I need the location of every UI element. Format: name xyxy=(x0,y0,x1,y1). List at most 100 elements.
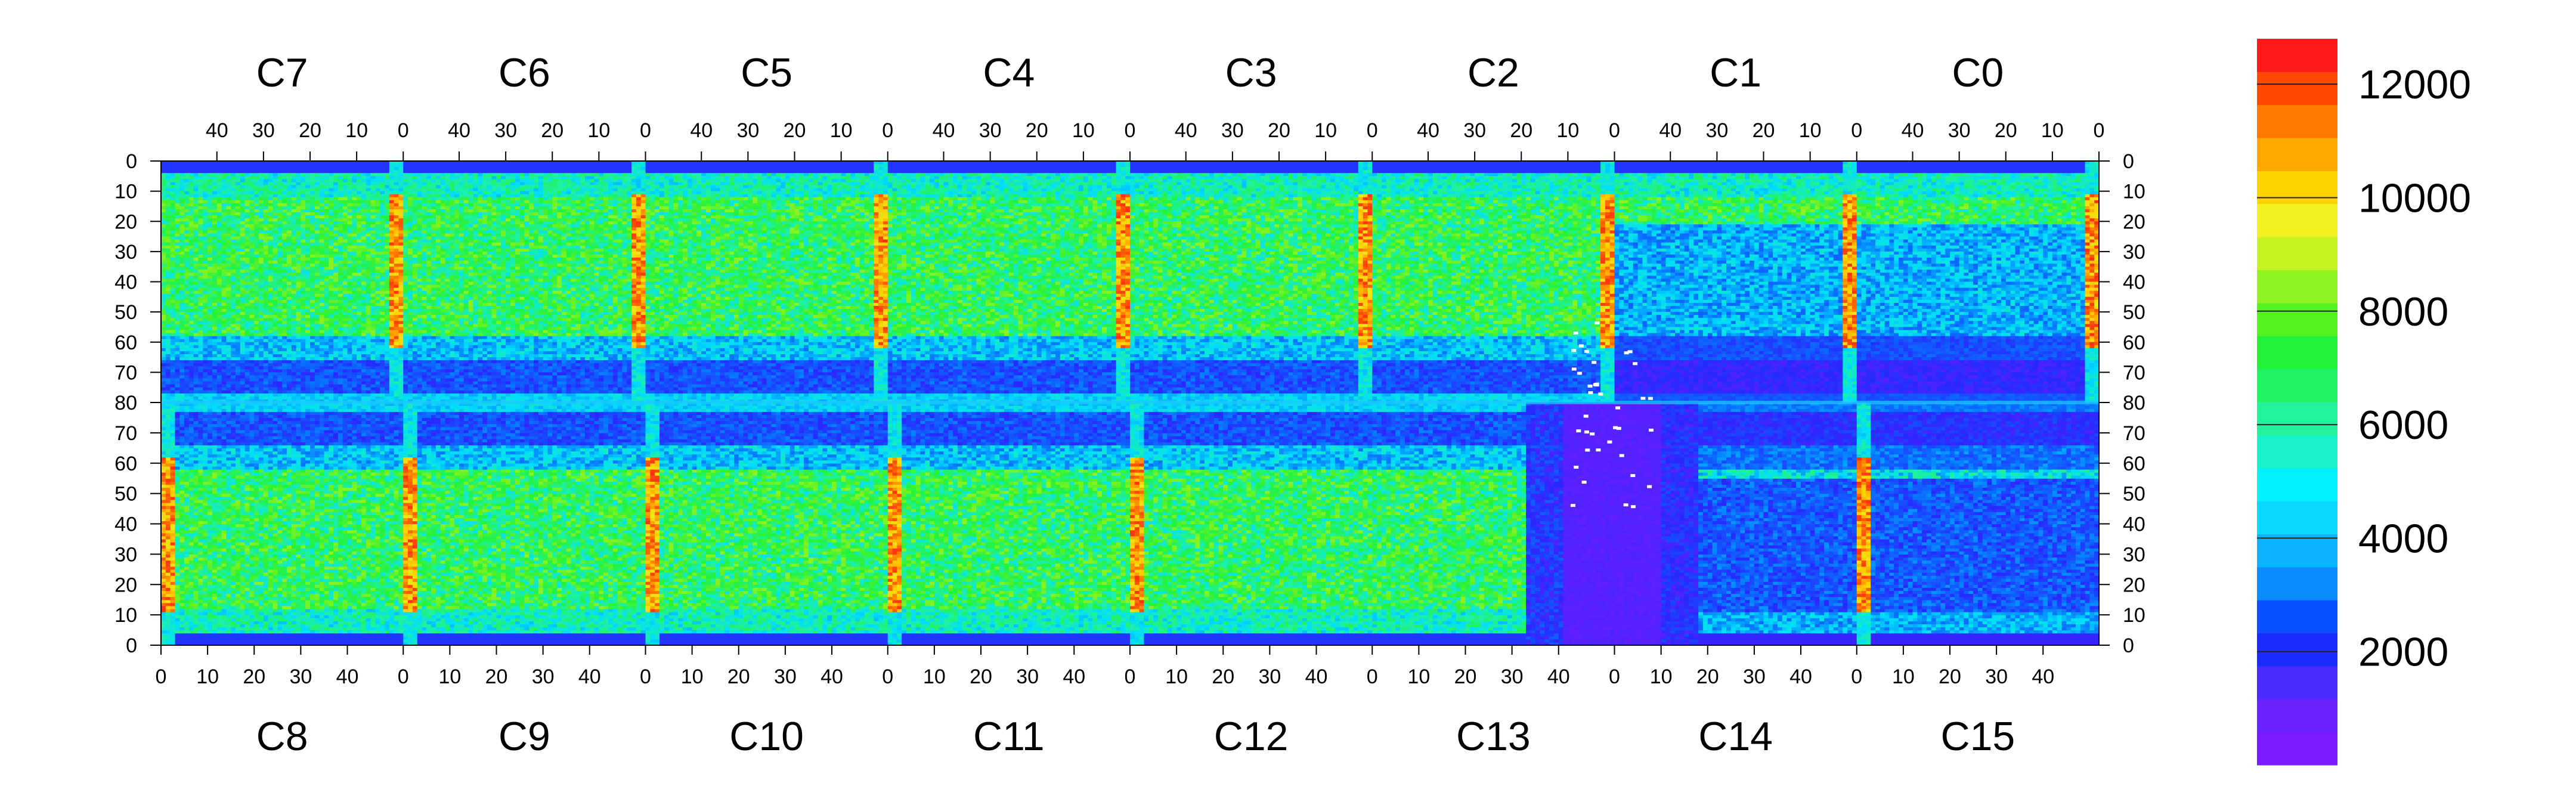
heatmap-cell xyxy=(595,170,599,174)
heatmap-cell xyxy=(720,170,725,174)
heatmap-cell xyxy=(1032,164,1037,168)
heatmap-cell xyxy=(1391,164,1396,168)
heatmap-cell xyxy=(329,164,333,168)
heatmap-cell xyxy=(520,164,525,168)
heatmap-cell xyxy=(408,170,413,174)
heatmap-cell xyxy=(1451,164,1456,168)
heatmap-cell xyxy=(2089,170,2094,174)
heatmap-cell xyxy=(711,170,716,174)
heatmap-cell xyxy=(1461,167,1466,171)
heatmap-cell xyxy=(2034,164,2039,168)
heatmap-cell xyxy=(217,173,222,177)
heatmap-cell xyxy=(1773,170,1778,174)
heatmap-cell xyxy=(650,170,655,174)
heatmap-cell xyxy=(613,170,618,174)
heatmap-cell xyxy=(385,173,389,177)
heatmap-cell xyxy=(217,164,222,168)
heatmap-cell xyxy=(1498,170,1503,174)
heatmap-cell xyxy=(1633,170,1638,174)
heatmap-cell xyxy=(487,173,492,177)
heatmap-cell xyxy=(1572,167,1577,171)
heatmap-cell xyxy=(1927,170,1931,174)
heatmap-cell xyxy=(1172,170,1176,174)
heatmap-cell xyxy=(673,164,678,168)
heatmap-cell xyxy=(860,167,865,171)
heatmap-cell xyxy=(1796,170,1801,174)
heatmap-cell xyxy=(1489,170,1494,174)
heatmap-cell xyxy=(1572,170,1577,174)
heatmap-cell xyxy=(2038,170,2043,174)
heatmap-cell xyxy=(1321,170,1326,174)
heatmap-cell xyxy=(618,167,623,171)
heatmap-cell xyxy=(436,167,441,171)
heatmap-cell xyxy=(394,167,399,171)
heatmap-cell xyxy=(1973,164,1978,168)
heatmap-cell xyxy=(357,170,361,174)
heatmap-cell xyxy=(2089,167,2094,171)
heatmap-cell xyxy=(245,167,250,171)
heatmap-cell xyxy=(627,170,631,174)
heatmap-cell xyxy=(595,167,599,171)
heatmap-cell xyxy=(1298,167,1302,171)
heatmap-cell xyxy=(1521,164,1526,168)
heatmap-cell xyxy=(753,170,757,174)
heatmap-cell xyxy=(590,164,595,168)
heatmap-cell xyxy=(1978,167,1983,171)
heatmap-cell xyxy=(199,173,203,177)
heatmap-cell xyxy=(575,170,580,174)
heatmap-cell xyxy=(1382,164,1386,168)
heatmap-cell xyxy=(1302,164,1307,168)
heatmap-cell xyxy=(199,164,203,168)
heatmap-cell xyxy=(967,164,972,168)
heatmap-cell xyxy=(930,167,934,171)
heatmap-cell xyxy=(189,164,194,168)
heatmap-cell xyxy=(976,164,981,168)
heatmap-cell xyxy=(822,167,827,171)
heatmap-cell xyxy=(1736,167,1741,171)
heatmap-cell xyxy=(767,167,772,171)
heatmap-cell xyxy=(1540,164,1545,168)
heatmap-cell xyxy=(897,164,902,168)
heatmap-cell xyxy=(1279,170,1284,174)
heatmap-cell xyxy=(1246,164,1251,168)
heatmap-cell xyxy=(1713,164,1717,168)
heatmap-cell xyxy=(1759,167,1764,171)
heatmap-cell xyxy=(1470,164,1475,168)
heatmap-cell xyxy=(1665,170,1670,174)
heatmap-cell xyxy=(166,170,171,174)
heatmap-cell xyxy=(389,170,394,174)
heatmap-cell xyxy=(1284,170,1289,174)
heatmap-cell xyxy=(282,170,287,174)
heatmap-cell xyxy=(683,170,688,174)
heatmap-cell xyxy=(1596,164,1600,168)
heatmap-cell xyxy=(389,164,394,168)
heatmap-cell xyxy=(1936,170,1941,174)
heatmap-cell xyxy=(962,170,967,174)
heatmap-cell xyxy=(1782,170,1787,174)
heatmap-cell xyxy=(1270,167,1274,171)
heatmap-cell xyxy=(696,167,701,171)
heatmap-cell xyxy=(781,167,785,171)
heatmap-cell xyxy=(287,173,292,177)
heatmap-cell xyxy=(1261,167,1265,171)
heatmap-cell xyxy=(254,170,259,174)
heatmap-cell xyxy=(1200,164,1205,168)
heatmap-cell xyxy=(608,164,613,168)
heatmap-cell xyxy=(375,164,380,168)
heatmap-cell xyxy=(431,164,436,168)
heatmap-cell xyxy=(1367,164,1372,168)
heatmap-cell xyxy=(1330,170,1335,174)
heatmap-cell xyxy=(1675,170,1680,174)
heatmap-cell xyxy=(320,173,324,177)
heatmap-cell xyxy=(543,170,548,174)
heatmap-cell xyxy=(506,170,510,174)
heatmap-cell xyxy=(1498,167,1503,171)
heatmap-cell xyxy=(1615,170,1620,174)
heatmap-cell xyxy=(1903,170,1908,174)
heatmap-cell xyxy=(1340,167,1345,171)
heatmap-cell xyxy=(1665,167,1670,171)
heatmap-cell xyxy=(1386,170,1391,174)
heatmap-cell xyxy=(1834,170,1838,174)
heatmap-cell xyxy=(380,170,385,174)
heatmap-cell xyxy=(403,170,408,174)
